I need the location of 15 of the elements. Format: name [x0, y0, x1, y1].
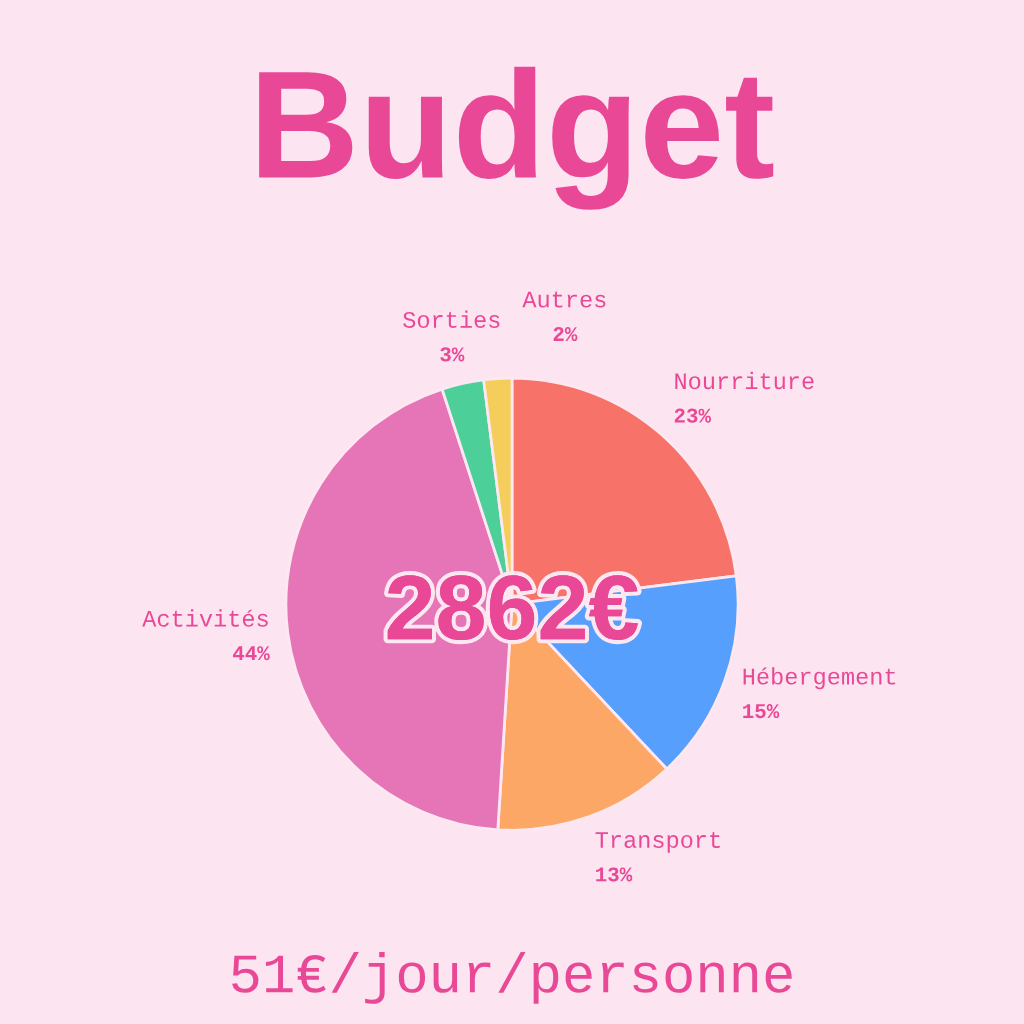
data-label: 13% [596, 867, 633, 882]
slice-label: Transport [595, 832, 720, 853]
text: 2862€ [387, 575, 638, 641]
slice-label: Nourriture [675, 371, 814, 390]
data-label: 15% [743, 704, 780, 719]
data-label: 23% [674, 408, 711, 423]
slice-label: Activités [142, 609, 268, 627]
slice-label: Autres [522, 291, 606, 308]
data-label: 44% [232, 646, 270, 661]
text: 51€/jour/personne [232, 952, 792, 1004]
data-label: 3% [440, 347, 465, 362]
chart-title: Budget [259, 66, 774, 210]
slice-label: Hébergement [743, 667, 896, 690]
slice-label: Sorties [403, 310, 500, 328]
data-label: 2% [553, 326, 578, 342]
